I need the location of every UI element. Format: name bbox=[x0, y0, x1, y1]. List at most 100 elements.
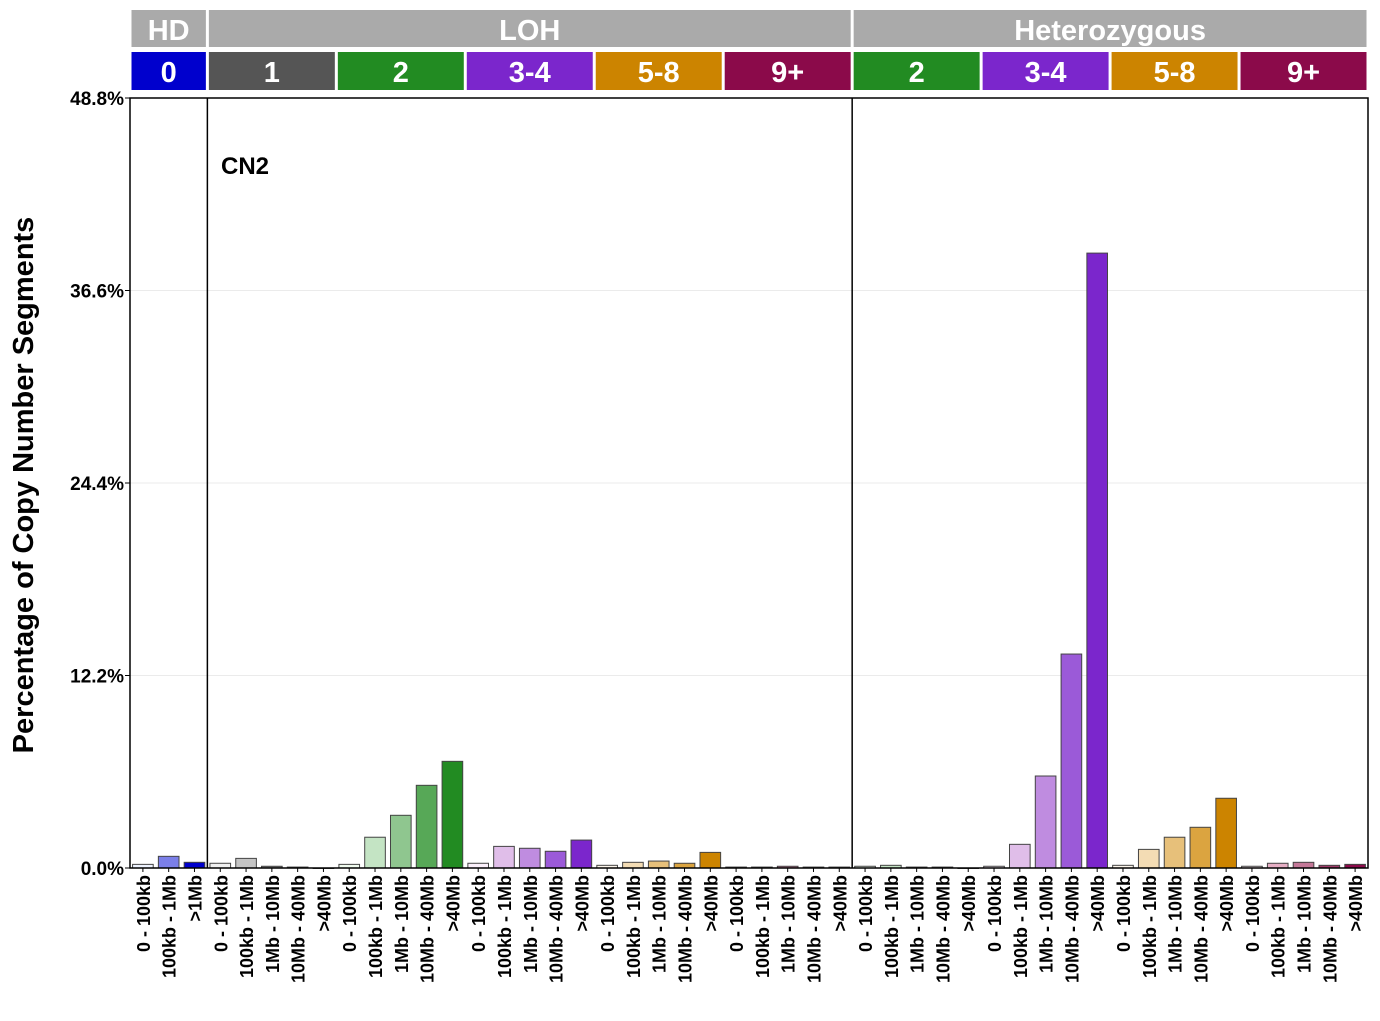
subgroup-label: 1 bbox=[264, 57, 280, 89]
subgroup-label: 2 bbox=[393, 57, 409, 89]
bar bbox=[1292, 861, 1315, 869]
x-tick-label: 1Mb - 10Mb bbox=[1295, 875, 1315, 973]
group-header bbox=[131, 10, 206, 47]
bar bbox=[183, 861, 206, 869]
bars bbox=[132, 252, 1366, 869]
bar bbox=[518, 847, 541, 869]
subgroup-label: 9+ bbox=[1287, 57, 1320, 89]
x-tick-label: >40Mb bbox=[314, 875, 334, 932]
bar bbox=[493, 845, 515, 869]
bar bbox=[1163, 836, 1186, 869]
x-tick-label: 10Mb - 40Mb bbox=[676, 875, 696, 983]
bar bbox=[1060, 653, 1083, 869]
cn2-annotation: CN2 bbox=[221, 153, 269, 180]
x-axis: 0 - 100kb 100kb - 1Mb >1Mb 0 - 100kb 100kb -… bbox=[134, 868, 1366, 983]
x-tick-label: 1Mb - 10Mb bbox=[1037, 875, 1057, 973]
x-tick-label: 10Mb - 40Mb bbox=[289, 875, 309, 983]
x-tick-label: 0 - 100kb bbox=[469, 875, 489, 952]
subgroup-header bbox=[853, 52, 980, 90]
x-tick-label: 1Mb - 10Mb bbox=[263, 875, 283, 973]
x-tick-label: 100kb - 1Mb bbox=[366, 875, 386, 978]
bar bbox=[1086, 252, 1109, 869]
x-tick-label: 0 - 100kb bbox=[856, 875, 876, 952]
x-tick-label: >40Mb bbox=[572, 875, 592, 932]
subgroup-label: 5-8 bbox=[638, 57, 680, 89]
subgroup-header bbox=[595, 52, 722, 90]
x-tick-label: 100kb - 1Mb bbox=[624, 875, 644, 978]
subgroup-label: 3-4 bbox=[1025, 57, 1067, 89]
subgroup-label: 3-4 bbox=[509, 57, 551, 89]
subgroup-header bbox=[1111, 52, 1238, 90]
x-tick-label: 0 - 100kb bbox=[211, 875, 231, 952]
x-tick-label: >40Mb bbox=[1088, 875, 1108, 932]
y-tick-label: 0.0% bbox=[81, 859, 124, 880]
subgroup-header bbox=[208, 52, 335, 90]
x-tick-label: 1Mb - 10Mb bbox=[392, 875, 412, 973]
subgroup-header bbox=[131, 52, 206, 90]
bar bbox=[441, 760, 464, 869]
x-tick-label: 1Mb - 10Mb bbox=[650, 875, 670, 973]
group-headers: 0 1 2 3-4 5-8 9+ 2 3-4 5-8 9+ HD LOH Heterozygous bbox=[131, 10, 1367, 90]
subgroup-header bbox=[1240, 52, 1367, 90]
x-tick-label: >40Mb bbox=[1217, 875, 1237, 932]
x-tick-label: 10Mb - 40Mb bbox=[547, 875, 567, 983]
x-tick-label: 10Mb - 40Mb bbox=[1191, 875, 1211, 983]
x-tick-label: 100kb - 1Mb bbox=[495, 875, 515, 978]
x-tick-label: 0 - 100kb bbox=[134, 875, 154, 952]
group-label: HD bbox=[148, 15, 190, 47]
bar bbox=[415, 784, 438, 869]
group-label: Heterozygous bbox=[1014, 15, 1206, 47]
y-axis-label: Percentage of Copy Number Segments bbox=[8, 217, 40, 754]
x-tick-label: 1Mb - 10Mb bbox=[521, 875, 541, 973]
x-tick-label: 10Mb - 40Mb bbox=[1320, 875, 1340, 983]
subgroup-label: 0 bbox=[161, 57, 177, 89]
x-tick-label: 100kb - 1Mb bbox=[1269, 875, 1289, 978]
x-tick-label: >40Mb bbox=[959, 875, 979, 932]
subgroup-header bbox=[466, 52, 593, 90]
bar bbox=[1008, 843, 1031, 869]
y-tick-label: 24.4% bbox=[70, 474, 124, 495]
gridlines bbox=[130, 97, 1368, 869]
group-header bbox=[208, 10, 851, 47]
x-tick-label: 100kb - 1Mb bbox=[882, 875, 902, 978]
x-tick-label: >40Mb bbox=[443, 875, 463, 932]
x-tick-label: 10Mb - 40Mb bbox=[804, 875, 824, 983]
x-tick-label: 1Mb - 10Mb bbox=[1166, 875, 1186, 973]
x-tick-label: >40Mb bbox=[701, 875, 721, 932]
x-tick-label: 100kb - 1Mb bbox=[1011, 875, 1031, 978]
x-tick-label: >1Mb bbox=[185, 875, 205, 922]
bar bbox=[389, 814, 412, 869]
x-tick-label: 10Mb - 40Mb bbox=[418, 875, 438, 983]
x-tick-label: 100kb - 1Mb bbox=[237, 875, 257, 978]
bar bbox=[1137, 848, 1160, 869]
subgroup-header bbox=[724, 52, 851, 90]
subgroup-header bbox=[982, 52, 1109, 90]
y-axis: 0.0% 12.2% 24.4% 36.6% 48.8% bbox=[70, 89, 130, 880]
subgroup-label: 2 bbox=[909, 57, 925, 89]
bar bbox=[364, 836, 386, 869]
x-tick-label: >40Mb bbox=[1346, 875, 1366, 932]
bar bbox=[570, 839, 593, 869]
x-tick-label: 100kb - 1Mb bbox=[160, 875, 180, 978]
x-tick-label: 1Mb - 10Mb bbox=[779, 875, 799, 973]
bar bbox=[544, 850, 567, 869]
bar bbox=[1215, 797, 1237, 869]
x-tick-label: 10Mb - 40Mb bbox=[933, 875, 953, 983]
group-label: LOH bbox=[499, 15, 560, 47]
x-tick-label: 10Mb - 40Mb bbox=[1062, 875, 1082, 983]
y-tick-label: 36.6% bbox=[70, 282, 124, 303]
y-tick-label: 12.2% bbox=[70, 667, 124, 688]
x-tick-label: 100kb - 1Mb bbox=[1140, 875, 1160, 978]
x-tick-label: 0 - 100kb bbox=[727, 875, 747, 952]
group-header bbox=[853, 10, 1367, 47]
x-tick-label: 100kb - 1Mb bbox=[753, 875, 773, 978]
x-tick-label: 0 - 100kb bbox=[985, 875, 1005, 952]
subgroup-header bbox=[337, 52, 464, 90]
y-tick-label: 48.8% bbox=[70, 89, 124, 110]
x-tick-label: 0 - 100kb bbox=[1243, 875, 1263, 952]
bar bbox=[1034, 775, 1057, 869]
subgroup-label: 5-8 bbox=[1154, 57, 1196, 89]
x-tick-label: 0 - 100kb bbox=[598, 875, 618, 952]
bar bbox=[647, 860, 670, 869]
